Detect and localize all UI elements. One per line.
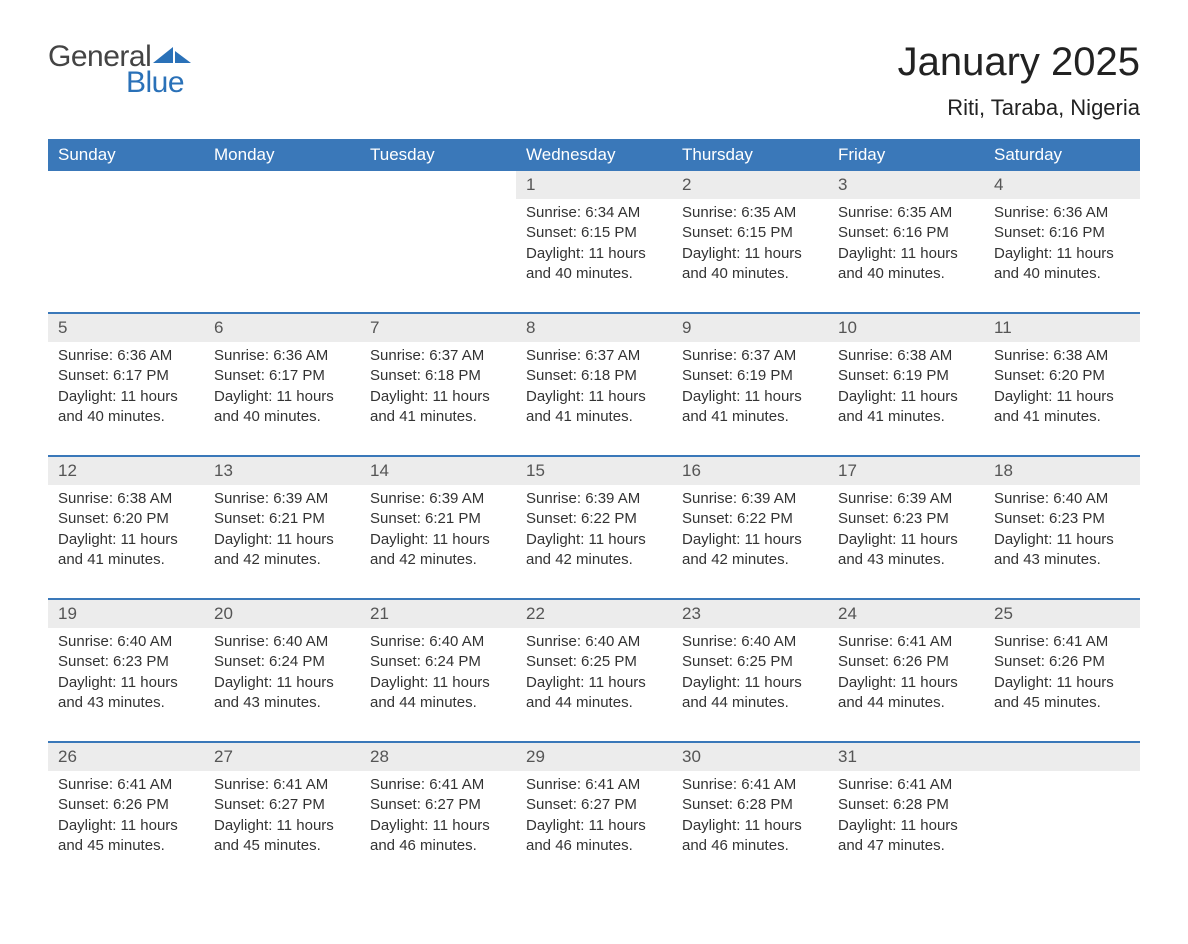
title-block: January 2025 Riti, Taraba, Nigeria: [898, 40, 1140, 121]
day-number-cell: 27: [204, 742, 360, 771]
day-header: Thursday: [672, 139, 828, 171]
day-content-row: Sunrise: 6:38 AMSunset: 6:20 PMDaylight:…: [48, 485, 1140, 599]
day-number-cell: 8: [516, 313, 672, 342]
day-number-row: 19202122232425: [48, 599, 1140, 628]
day-number-cell: 12: [48, 456, 204, 485]
day-number-cell: 2: [672, 171, 828, 199]
day-number-cell: 24: [828, 599, 984, 628]
day-content-cell: Sunrise: 6:40 AMSunset: 6:25 PMDaylight:…: [672, 628, 828, 742]
day-content-cell: [204, 199, 360, 313]
day-content-cell: Sunrise: 6:41 AMSunset: 6:26 PMDaylight:…: [828, 628, 984, 742]
logo: General Blue: [48, 40, 191, 100]
day-number-cell: [48, 171, 204, 199]
day-number-cell: 25: [984, 599, 1140, 628]
day-number-row: 12131415161718: [48, 456, 1140, 485]
day-number-row: 1234: [48, 171, 1140, 199]
day-number-cell: 11: [984, 313, 1140, 342]
day-content-cell: Sunrise: 6:39 AMSunset: 6:21 PMDaylight:…: [360, 485, 516, 599]
day-content-cell: Sunrise: 6:35 AMSunset: 6:16 PMDaylight:…: [828, 199, 984, 313]
day-number-cell: 28: [360, 742, 516, 771]
day-content-row: Sunrise: 6:34 AMSunset: 6:15 PMDaylight:…: [48, 199, 1140, 313]
day-content-row: Sunrise: 6:40 AMSunset: 6:23 PMDaylight:…: [48, 628, 1140, 742]
day-number-cell: 17: [828, 456, 984, 485]
day-content-cell: Sunrise: 6:36 AMSunset: 6:17 PMDaylight:…: [48, 342, 204, 456]
day-content-cell: Sunrise: 6:41 AMSunset: 6:26 PMDaylight:…: [48, 771, 204, 884]
day-content-cell: Sunrise: 6:40 AMSunset: 6:25 PMDaylight:…: [516, 628, 672, 742]
day-content-cell: Sunrise: 6:39 AMSunset: 6:22 PMDaylight:…: [672, 485, 828, 599]
day-content-cell: [48, 199, 204, 313]
day-content-cell: Sunrise: 6:37 AMSunset: 6:18 PMDaylight:…: [360, 342, 516, 456]
day-number-row: 567891011: [48, 313, 1140, 342]
day-number-cell: [360, 171, 516, 199]
day-number-cell: 21: [360, 599, 516, 628]
day-number-cell: 22: [516, 599, 672, 628]
day-content-cell: [360, 199, 516, 313]
day-number-cell: 19: [48, 599, 204, 628]
day-content-cell: Sunrise: 6:35 AMSunset: 6:15 PMDaylight:…: [672, 199, 828, 313]
day-number-cell: [204, 171, 360, 199]
logo-text-blue: Blue: [126, 66, 191, 100]
day-header: Sunday: [48, 139, 204, 171]
day-content-cell: Sunrise: 6:34 AMSunset: 6:15 PMDaylight:…: [516, 199, 672, 313]
day-content-cell: Sunrise: 6:39 AMSunset: 6:23 PMDaylight:…: [828, 485, 984, 599]
day-content-cell: Sunrise: 6:41 AMSunset: 6:27 PMDaylight:…: [516, 771, 672, 884]
day-number-cell: 26: [48, 742, 204, 771]
day-content-cell: Sunrise: 6:36 AMSunset: 6:17 PMDaylight:…: [204, 342, 360, 456]
day-content-row: Sunrise: 6:41 AMSunset: 6:26 PMDaylight:…: [48, 771, 1140, 884]
page-header: General Blue January 2025 Riti, Taraba, …: [48, 40, 1140, 121]
day-header: Monday: [204, 139, 360, 171]
day-content-cell: Sunrise: 6:38 AMSunset: 6:20 PMDaylight:…: [48, 485, 204, 599]
day-content-cell: Sunrise: 6:41 AMSunset: 6:27 PMDaylight:…: [204, 771, 360, 884]
day-number-row: 262728293031: [48, 742, 1140, 771]
day-content-cell: Sunrise: 6:40 AMSunset: 6:24 PMDaylight:…: [204, 628, 360, 742]
day-content-cell: Sunrise: 6:40 AMSunset: 6:23 PMDaylight:…: [984, 485, 1140, 599]
day-content-cell: Sunrise: 6:39 AMSunset: 6:21 PMDaylight:…: [204, 485, 360, 599]
day-header: Friday: [828, 139, 984, 171]
day-content-cell: Sunrise: 6:37 AMSunset: 6:19 PMDaylight:…: [672, 342, 828, 456]
day-number-cell: 14: [360, 456, 516, 485]
day-content-cell: Sunrise: 6:41 AMSunset: 6:27 PMDaylight:…: [360, 771, 516, 884]
day-content-cell: Sunrise: 6:37 AMSunset: 6:18 PMDaylight:…: [516, 342, 672, 456]
day-number-cell: 7: [360, 313, 516, 342]
day-content-cell: Sunrise: 6:40 AMSunset: 6:23 PMDaylight:…: [48, 628, 204, 742]
day-content-cell: Sunrise: 6:38 AMSunset: 6:20 PMDaylight:…: [984, 342, 1140, 456]
logo-flag-icon: [153, 43, 191, 68]
day-content-cell: Sunrise: 6:38 AMSunset: 6:19 PMDaylight:…: [828, 342, 984, 456]
day-content-cell: Sunrise: 6:41 AMSunset: 6:28 PMDaylight:…: [828, 771, 984, 884]
day-number-cell: 15: [516, 456, 672, 485]
day-number-cell: 31: [828, 742, 984, 771]
day-content-row: Sunrise: 6:36 AMSunset: 6:17 PMDaylight:…: [48, 342, 1140, 456]
day-header-row: SundayMondayTuesdayWednesdayThursdayFrid…: [48, 139, 1140, 171]
day-number-cell: 23: [672, 599, 828, 628]
day-content-cell: Sunrise: 6:40 AMSunset: 6:24 PMDaylight:…: [360, 628, 516, 742]
month-title: January 2025: [898, 40, 1140, 85]
day-content-cell: Sunrise: 6:41 AMSunset: 6:26 PMDaylight:…: [984, 628, 1140, 742]
location-text: Riti, Taraba, Nigeria: [898, 95, 1140, 121]
day-number-cell: 1: [516, 171, 672, 199]
day-header: Saturday: [984, 139, 1140, 171]
calendar-table: SundayMondayTuesdayWednesdayThursdayFrid…: [48, 139, 1140, 884]
day-header: Wednesday: [516, 139, 672, 171]
day-number-cell: 4: [984, 171, 1140, 199]
day-number-cell: [984, 742, 1140, 771]
day-number-cell: 13: [204, 456, 360, 485]
day-number-cell: 16: [672, 456, 828, 485]
day-content-cell: Sunrise: 6:41 AMSunset: 6:28 PMDaylight:…: [672, 771, 828, 884]
day-number-cell: 6: [204, 313, 360, 342]
day-content-cell: [984, 771, 1140, 884]
day-number-cell: 3: [828, 171, 984, 199]
day-content-cell: Sunrise: 6:39 AMSunset: 6:22 PMDaylight:…: [516, 485, 672, 599]
day-number-cell: 29: [516, 742, 672, 771]
day-number-cell: 5: [48, 313, 204, 342]
day-number-cell: 9: [672, 313, 828, 342]
day-number-cell: 18: [984, 456, 1140, 485]
day-number-cell: 10: [828, 313, 984, 342]
day-header: Tuesday: [360, 139, 516, 171]
day-content-cell: Sunrise: 6:36 AMSunset: 6:16 PMDaylight:…: [984, 199, 1140, 313]
day-number-cell: 20: [204, 599, 360, 628]
day-number-cell: 30: [672, 742, 828, 771]
